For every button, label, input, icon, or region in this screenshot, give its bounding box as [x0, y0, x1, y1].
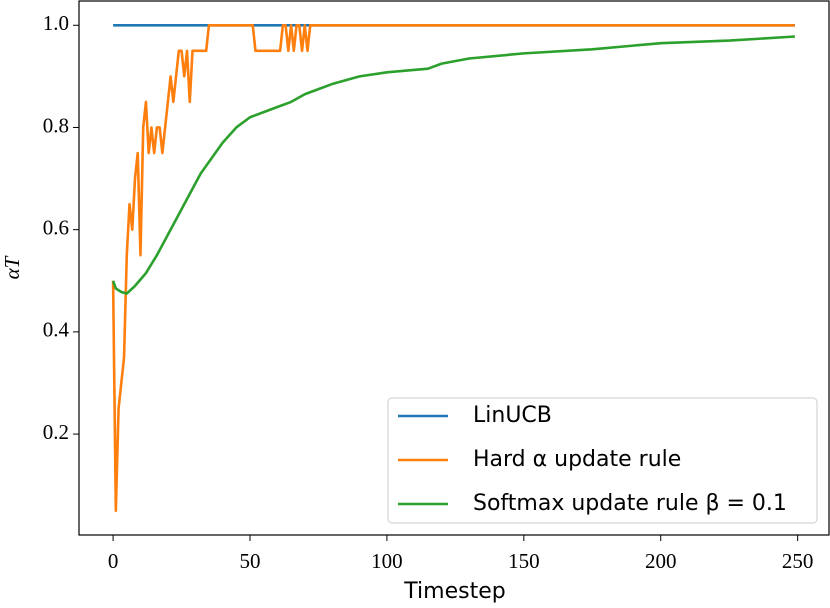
y-tick-label: 0.6: [43, 215, 69, 239]
x-tick-label: 0: [108, 549, 119, 573]
series-line: [111, 23, 795, 513]
y-tick-label: 0.8: [43, 113, 69, 137]
legend-label: Softmax update rule β = 0.1: [473, 491, 787, 516]
x-tick-label: 200: [645, 549, 677, 573]
y-axis-label: αT: [0, 255, 24, 279]
legend-label: Hard α update rule: [473, 447, 681, 472]
series-line: [111, 35, 795, 295]
y-tick-label: 0.2: [43, 420, 69, 444]
legend-box: [387, 397, 818, 524]
x-tick-label: 250: [782, 549, 814, 573]
y-tick-label: 1.0: [43, 11, 69, 35]
x-axis-label: Timestep: [403, 579, 505, 604]
legend-label: LinUCB: [473, 403, 552, 428]
x-tick-label: 100: [371, 549, 403, 573]
plot-frame: [78, 0, 830, 536]
x-tick-label: 150: [508, 549, 540, 573]
x-tick-label: 50: [240, 549, 261, 573]
y-tick-label: 0.4: [43, 318, 70, 342]
